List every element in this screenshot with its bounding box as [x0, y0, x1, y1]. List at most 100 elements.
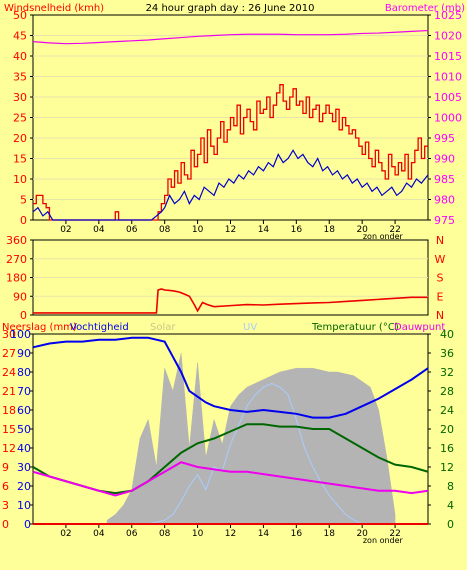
- baro-y-tick-label: 975: [434, 214, 455, 227]
- temp-y-tick-label: 36: [440, 347, 454, 360]
- wind-speed-axis-title: Windsnelheid (kmh): [4, 3, 104, 14]
- wind-y-tick-label: 10: [13, 173, 27, 186]
- barometer-line: [32, 29, 429, 45]
- temp-x-tick-label: 20: [356, 529, 368, 539]
- temp-x-tick-label: 18: [324, 529, 336, 539]
- temp-y-tick-label: 20: [440, 423, 454, 436]
- wind-y-tick-label: 0: [20, 214, 27, 227]
- marks-layer: [32, 29, 429, 525]
- compass-label: N: [436, 234, 444, 247]
- wind-y-tick-label: 20: [13, 132, 27, 145]
- wind-y-tick-label: 5: [20, 194, 27, 207]
- temp-x-tick-label: 02: [60, 529, 71, 539]
- rain-y-tick-label: 21: [2, 385, 16, 398]
- temp-y-tick-label: 28: [440, 385, 454, 398]
- uv-line: [148, 382, 363, 525]
- temp-y-tick-label: 32: [440, 366, 454, 379]
- solar-axis-title: Solar: [150, 322, 176, 333]
- wind-y-tick-label: 50: [13, 9, 27, 22]
- temp-y-tick-label: 8: [447, 480, 454, 493]
- baro-y-tick-label: 980: [434, 194, 455, 207]
- wind-x-tick-label: 12: [225, 225, 236, 235]
- baro-y-tick-label: 995: [434, 132, 455, 145]
- labels-layer: 0510152025303540455097598098599099510001…: [2, 9, 462, 545]
- temp-y-tick-label: 4: [447, 499, 454, 512]
- humidity-y-tick-label: 0: [24, 518, 31, 531]
- temp-y-tick-label: 24: [440, 404, 454, 417]
- humidity-y-tick-label: 80: [17, 366, 31, 379]
- rain-y-tick-label: 30: [2, 328, 16, 341]
- wind-y-tick-label: 15: [13, 153, 27, 166]
- sunset-label-bottom: zon onder: [363, 536, 404, 545]
- baro-y-tick-label: 1025: [434, 9, 462, 22]
- humidity-y-tick-label: 90: [17, 347, 31, 360]
- humidity-axis-title: Vochtigheid: [70, 322, 129, 333]
- wind-y-tick-label: 35: [13, 71, 27, 84]
- wind-x-tick-label: 18: [324, 225, 336, 235]
- baro-y-tick-label: 1010: [434, 71, 462, 84]
- humidity-y-tick-label: 50: [17, 423, 31, 436]
- wind-x-tick-label: 22: [389, 225, 400, 235]
- temp-y-tick-label: 16: [440, 442, 454, 455]
- rain-y-tick-label: 12: [2, 442, 16, 455]
- humidity-y-tick-label: 100: [10, 328, 31, 341]
- rain-y-tick-label: 24: [2, 366, 16, 379]
- baro-y-tick-label: 985: [434, 173, 455, 186]
- sunset-label: zon onder: [363, 232, 404, 241]
- temp-x-tick-label: 16: [291, 529, 303, 539]
- dir-y-tick-label: 360: [6, 234, 27, 247]
- wind-direction-line: [33, 288, 428, 314]
- baro-y-tick-label: 990: [434, 153, 455, 166]
- solar-area: [106, 352, 396, 525]
- wind-x-tick-label: 10: [192, 225, 204, 235]
- dir-y-tick-label: 270: [6, 253, 27, 266]
- humidity-y-tick-label: 40: [17, 442, 31, 455]
- wind-y-tick-label: 45: [13, 30, 27, 43]
- rain-y-tick-label: 3: [2, 499, 9, 512]
- compass-label: W: [435, 253, 446, 266]
- wind-x-tick-label: 08: [159, 225, 171, 235]
- wind-x-tick-label: 16: [291, 225, 303, 235]
- barometer-axis-title: Barometer (mb): [385, 3, 465, 14]
- dewpoint-axis-title: Dauwpunt: [394, 322, 445, 333]
- dir-y-tick-label: 0: [20, 309, 27, 322]
- baro-y-tick-label: 1005: [434, 91, 462, 104]
- uv-axis-title: UV: [243, 322, 257, 333]
- rain-y-tick-label: 6: [2, 480, 9, 493]
- rain-y-tick-label: 18: [2, 404, 16, 417]
- rain-axis-title: Neerslag (mm): [2, 322, 77, 333]
- baro-y-tick-label: 1020: [434, 30, 462, 43]
- temp-y-tick-label: 0: [447, 518, 454, 531]
- compass-label: S: [437, 272, 444, 285]
- baro-y-tick-label: 1015: [434, 50, 462, 63]
- temp-x-tick-label: 14: [258, 529, 270, 539]
- wind-avg-line: [32, 149, 429, 221]
- wind-x-tick-label: 04: [93, 225, 105, 235]
- temp-x-tick-label: 22: [389, 529, 400, 539]
- rain-y-tick-label: 27: [2, 347, 16, 360]
- compass-label: N: [436, 309, 444, 322]
- wind-y-tick-label: 30: [13, 91, 27, 104]
- humidity-y-tick-label: 30: [17, 461, 31, 474]
- temp-y-tick-label: 40: [440, 328, 454, 341]
- temp-x-tick-label: 04: [93, 529, 105, 539]
- rain-y-tick-label: 9: [2, 461, 9, 474]
- humidity-y-tick-label: 20: [17, 480, 31, 493]
- compass-label: E: [437, 290, 444, 303]
- rain-y-tick-label: 15: [2, 423, 16, 436]
- temp-y-tick-label: 12: [440, 461, 454, 474]
- humidity-line: [32, 336, 429, 419]
- wind-x-tick-label: 14: [258, 225, 270, 235]
- temp-x-tick-label: 06: [126, 529, 138, 539]
- humidity-y-tick-label: 70: [17, 385, 31, 398]
- wind-y-tick-label: 40: [13, 50, 27, 63]
- wind-x-tick-label: 06: [126, 225, 138, 235]
- temperature-axis-title: Temperatuur (°C): [311, 322, 399, 333]
- temp-x-tick-label: 12: [225, 529, 236, 539]
- rain-y-tick-label: 0: [2, 518, 9, 531]
- wind-y-tick-label: 25: [13, 112, 27, 125]
- dir-y-tick-label: 180: [6, 272, 27, 285]
- wind-x-tick-label: 20: [356, 225, 368, 235]
